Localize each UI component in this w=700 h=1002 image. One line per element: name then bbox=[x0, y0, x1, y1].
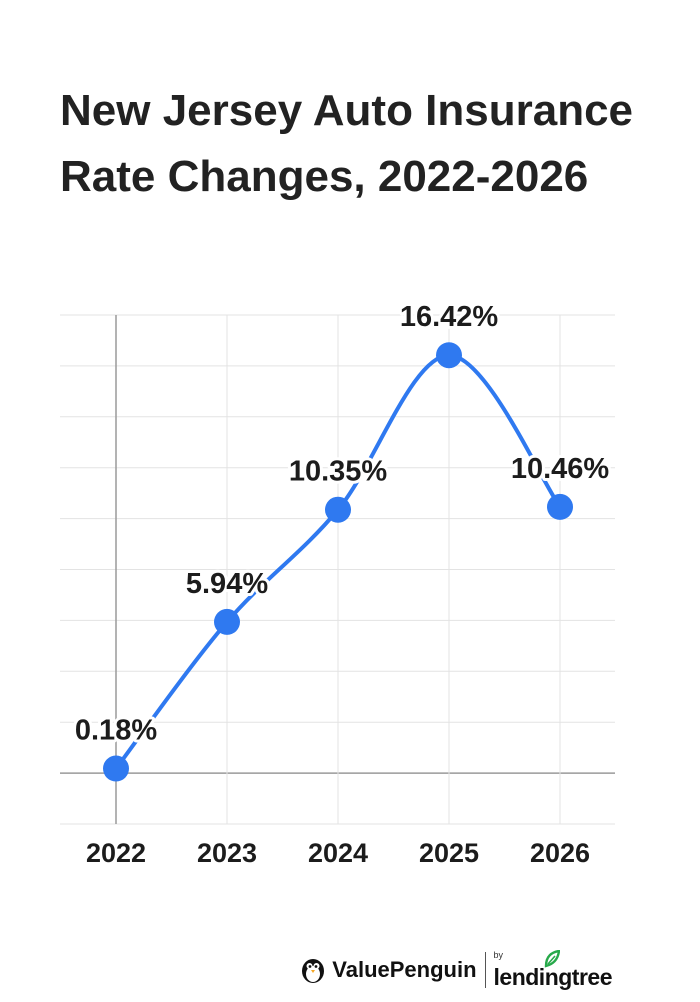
data-point bbox=[214, 608, 240, 635]
chart-title-line-1: New Jersey Auto Insurance bbox=[60, 86, 634, 135]
logo-divider bbox=[484, 952, 486, 988]
lendingtree-logo: by lendingtree bbox=[493, 950, 613, 990]
x-tick-label: 2022 bbox=[86, 838, 146, 868]
data-label: 16.42% bbox=[400, 301, 499, 333]
data-label: 10.46% bbox=[511, 453, 610, 485]
x-tick-label: 2026 bbox=[530, 838, 590, 868]
data-point bbox=[436, 342, 462, 369]
data-label: 10.35% bbox=[289, 456, 388, 488]
leaf-icon bbox=[544, 950, 560, 968]
valuepenguin-wordmark: ValuePenguin bbox=[332, 957, 477, 982]
chart-title-line-2: Rate Changes, 2022-2026 bbox=[60, 152, 589, 201]
x-tick-label: 2023 bbox=[197, 838, 257, 868]
line-chart: 0.18% 5.94% 10.35% 16.42% 10.46% 2022 2023 2024… bbox=[60, 301, 615, 868]
chart-title: New Jersey Auto Insurance Rate Changes, … bbox=[60, 78, 660, 210]
data-point bbox=[547, 493, 573, 520]
data-label: 0.18% bbox=[75, 715, 157, 747]
footer-branding: ValuePenguin by lendingtree bbox=[300, 942, 613, 998]
penguin-icon bbox=[302, 959, 325, 983]
data-point bbox=[325, 496, 351, 523]
by-label: by bbox=[493, 950, 504, 960]
valuepenguin-logo: ValuePenguin bbox=[300, 956, 477, 984]
data-label: 5.94% bbox=[186, 568, 268, 600]
lendingtree-wordmark: lendingtree bbox=[493, 964, 613, 990]
x-tick-label: 2025 bbox=[419, 838, 479, 868]
x-tick-label: 2024 bbox=[308, 838, 368, 868]
data-point bbox=[103, 755, 129, 782]
